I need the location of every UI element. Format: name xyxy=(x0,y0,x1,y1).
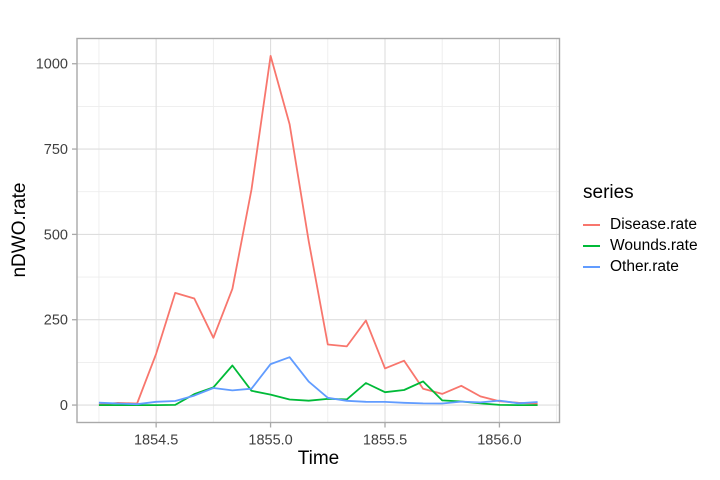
legend-entry-other-rate: Other.rate xyxy=(583,256,698,277)
legend-label-disease: Disease.rate xyxy=(610,215,698,233)
y-tick-label: 250 xyxy=(44,313,68,329)
legend-entry-disease-rate: Disease.rate xyxy=(583,214,698,235)
y-tick-label: 1000 xyxy=(36,57,68,73)
legend-label-wounds: Wounds.rate xyxy=(610,236,698,254)
legend: series Disease.rate Wounds.rate Other.ra… xyxy=(583,182,698,277)
y-tick-label: 0 xyxy=(60,398,68,414)
x-tick-label: 1856.0 xyxy=(477,433,521,449)
legend-key-line-disease xyxy=(583,223,600,226)
legend-key-line-other xyxy=(583,265,600,268)
x-tick-label: 1855.0 xyxy=(248,433,292,449)
x-tick-label: 1854.5 xyxy=(134,433,178,449)
legend-key-line-wounds xyxy=(583,244,600,247)
series-line-disease-rate xyxy=(98,55,538,406)
legend-title: series xyxy=(583,182,634,203)
x-axis-title: Time xyxy=(297,448,340,469)
x-tick-label: 1855.5 xyxy=(363,433,407,449)
y-tick-label: 750 xyxy=(44,142,68,158)
legend-label-other: Other.rate xyxy=(610,257,679,275)
legend-entry-wounds-rate: Wounds.rate xyxy=(583,235,698,256)
y-tick-label: 500 xyxy=(44,227,68,243)
panel-border xyxy=(76,37,561,424)
y-axis-title: nDWO.rate xyxy=(9,182,30,278)
panel-background xyxy=(77,38,560,423)
series-line-other-rate xyxy=(98,356,538,406)
